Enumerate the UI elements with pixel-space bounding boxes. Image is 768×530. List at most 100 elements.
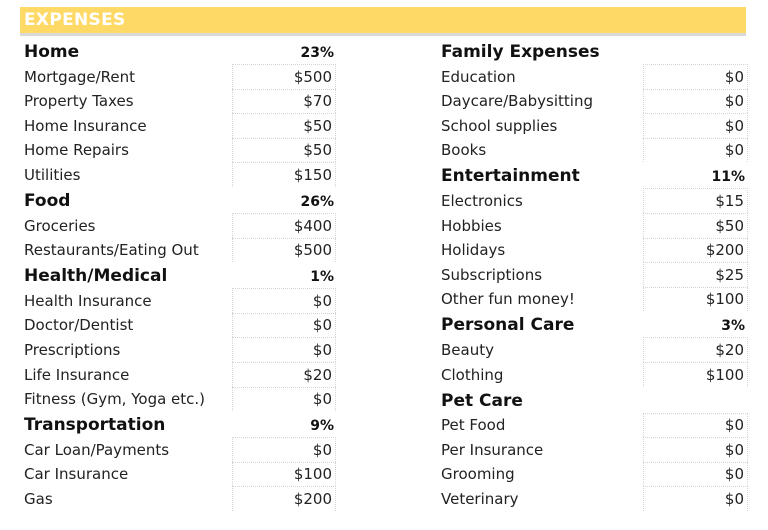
- expense-amount: $50: [303, 141, 332, 160]
- expense-label: Life Insurance: [24, 365, 130, 384]
- expense-amount-cell[interactable]: $100: [232, 461, 336, 487]
- expense-label: Restaurants/Eating Out: [24, 241, 199, 260]
- expense-amount-cell[interactable]: $0: [643, 486, 748, 511]
- category-label: Transportation: [24, 415, 166, 436]
- category-header-row: Food 26%: [24, 187, 336, 213]
- expense-row: Subscriptions $25: [441, 262, 748, 287]
- expense-amount-cell[interactable]: $500: [232, 237, 336, 263]
- expense-row: School supplies $0: [441, 113, 748, 138]
- expense-row: Veterinary $0: [441, 486, 748, 511]
- expense-label: Pet Food: [441, 416, 506, 435]
- expense-amount: $0: [724, 440, 744, 459]
- expense-label: Per Insurance: [441, 440, 544, 459]
- expense-row: Gas $200: [24, 486, 336, 511]
- expense-label: School supplies: [441, 116, 558, 135]
- expense-label: Prescriptions: [24, 340, 121, 359]
- expense-amount: $15: [715, 191, 744, 210]
- expense-amount-cell[interactable]: $0: [643, 461, 748, 487]
- expense-amount: $200: [293, 489, 332, 508]
- expense-amount-cell[interactable]: $0: [232, 386, 336, 412]
- expense-amount: $50: [715, 216, 744, 235]
- expense-row: Pet Food $0: [441, 412, 748, 438]
- expense-label: Veterinary: [441, 489, 519, 508]
- category-percent: 26%: [300, 193, 334, 210]
- expense-amount-cell[interactable]: $20: [643, 337, 748, 362]
- expense-amount-cell[interactable]: $0: [232, 312, 336, 338]
- category-percent: 11%: [711, 169, 745, 186]
- expense-amount: $70: [303, 92, 332, 111]
- expense-label: Fitness (Gym, Yoga etc.): [24, 390, 206, 409]
- expense-amount-cell[interactable]: $50: [232, 113, 336, 138]
- right-expense-column: Family Expenses Education $0 Daycare/Babysi…: [441, 38, 748, 511]
- expense-amount-cell[interactable]: $200: [643, 237, 748, 263]
- category-header-row: Entertainment 11%: [441, 162, 747, 188]
- category-label: Home: [24, 42, 80, 62]
- expense-amount-cell[interactable]: $50: [232, 137, 336, 163]
- expense-row: Prescriptions $0: [24, 337, 336, 362]
- expense-row: Home Repairs $50: [24, 137, 336, 163]
- expense-amount-cell[interactable]: $0: [643, 412, 748, 438]
- expense-amount: $0: [724, 489, 744, 508]
- expense-row: Grooming $0: [441, 461, 748, 487]
- expense-amount-cell[interactable]: $0: [232, 437, 336, 462]
- expense-label: Daycare/Babysitting: [441, 92, 593, 111]
- expense-amount-cell[interactable]: $0: [232, 288, 336, 313]
- expense-row: Restaurants/Eating Out $500: [24, 237, 336, 263]
- expense-label: Health Insurance: [24, 291, 152, 310]
- category-percent: 1%: [310, 269, 334, 286]
- expense-label: Hobbies: [441, 216, 502, 235]
- expense-amount-cell[interactable]: $50: [643, 212, 748, 238]
- category-label: Family Expenses: [441, 42, 600, 62]
- expense-amount-cell[interactable]: $400: [232, 212, 336, 238]
- expense-amount: $0: [724, 141, 744, 160]
- expense-amount-cell[interactable]: $70: [232, 88, 336, 114]
- expense-row: Other fun money! $100: [441, 286, 748, 312]
- expense-amount: $500: [293, 67, 332, 86]
- expense-amount-cell[interactable]: $15: [643, 188, 748, 213]
- expense-row: Health Insurance $0: [24, 288, 336, 313]
- expense-amount-cell[interactable]: $0: [643, 137, 748, 163]
- expense-label: Books: [441, 141, 487, 160]
- expense-label: Utilities: [24, 165, 81, 184]
- expense-amount-cell[interactable]: $0: [643, 88, 748, 114]
- category-percent: 9%: [310, 418, 334, 435]
- expense-label: Subscriptions: [441, 265, 543, 284]
- expense-amount-cell[interactable]: $0: [643, 437, 748, 462]
- expense-row: Daycare/Babysitting $0: [441, 88, 748, 114]
- category-header-row: Home 23%: [24, 38, 336, 64]
- expense-amount: $100: [705, 290, 744, 309]
- expense-label: Car Loan/Payments: [24, 440, 170, 459]
- category-header-row: Health/Medical 1%: [24, 262, 336, 288]
- expense-amount: $25: [715, 265, 744, 284]
- expense-label: Home Repairs: [24, 141, 129, 160]
- expense-amount: $200: [705, 241, 744, 260]
- expense-amount: $0: [724, 67, 744, 86]
- category-header-row: Family Expenses: [441, 38, 747, 64]
- expense-row: Holidays $200: [441, 237, 748, 263]
- category-header-row: Transportation 9%: [24, 411, 336, 437]
- expense-amount-cell[interactable]: $200: [232, 486, 336, 511]
- expense-amount-cell[interactable]: $150: [232, 162, 336, 187]
- expense-amount: $0: [312, 291, 332, 310]
- expense-row: Life Insurance $20: [24, 361, 336, 387]
- expense-amount: $100: [705, 365, 744, 384]
- expense-amount-cell[interactable]: $0: [643, 113, 748, 138]
- expense-amount-cell[interactable]: $0: [643, 64, 748, 89]
- expenses-banner: EXPENSES: [20, 7, 746, 36]
- expense-label: Education: [441, 67, 516, 86]
- expense-row: Property Taxes $70: [24, 88, 336, 114]
- expense-amount-cell[interactable]: $500: [232, 64, 336, 89]
- expense-amount-cell[interactable]: $20: [232, 361, 336, 387]
- expense-amount-cell[interactable]: $100: [643, 286, 748, 312]
- expense-label: Other fun money!: [441, 290, 575, 309]
- expense-row: Books $0: [441, 137, 748, 163]
- expense-label: Holidays: [441, 241, 506, 260]
- expense-amount-cell[interactable]: $100: [643, 361, 748, 387]
- expense-amount-cell[interactable]: $25: [643, 262, 748, 287]
- expense-amount-cell[interactable]: $0: [232, 337, 336, 362]
- expense-label: Home Insurance: [24, 116, 147, 135]
- expense-amount: $50: [303, 116, 332, 135]
- expense-row: Education $0: [441, 64, 748, 89]
- category-label: Pet Care: [441, 390, 523, 411]
- expense-amount: $0: [724, 92, 744, 111]
